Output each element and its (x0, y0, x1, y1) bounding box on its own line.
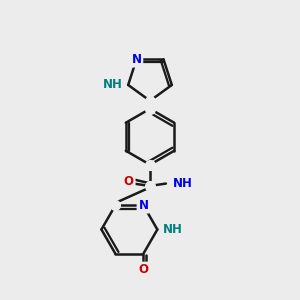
Text: N: N (138, 199, 148, 212)
Text: O: O (138, 263, 148, 276)
Text: NH: NH (173, 177, 193, 190)
Text: O: O (124, 175, 134, 188)
Text: NH: NH (103, 79, 123, 92)
Text: NH: NH (163, 223, 183, 236)
Text: N: N (131, 53, 142, 66)
